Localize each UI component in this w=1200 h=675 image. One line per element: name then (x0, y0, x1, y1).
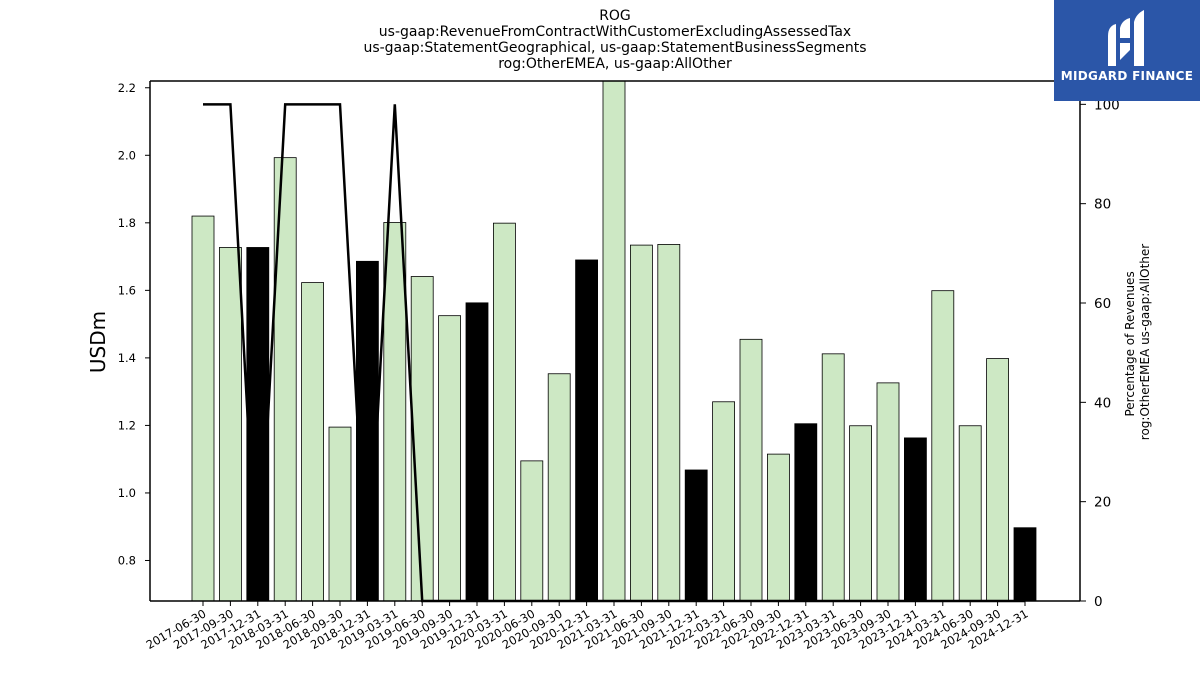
bar-2019-03-31 (383, 222, 407, 601)
chart-title: ROGus-gaap:RevenueFromContractWithCustom… (363, 8, 866, 72)
bar-2021-06-30 (630, 244, 653, 601)
y-tick-label-left: 2.0 (118, 148, 136, 162)
bar-2021-09-30 (657, 244, 681, 601)
bar-2020-03-31 (492, 222, 516, 601)
y-tick-label-left: 1.8 (118, 216, 136, 230)
y-tick-label-left: 1.2 (118, 418, 136, 432)
bar-2017-12-31 (246, 247, 270, 601)
logo-text: MIDGARD FINANCE (1060, 69, 1194, 83)
midgard-finance-logo: MIDGARD FINANCE (1054, 0, 1200, 101)
bar-2022-03-31 (712, 401, 735, 601)
y-tick-label-right: 80 (1094, 197, 1111, 213)
bar-2018-12-31 (355, 260, 379, 601)
y-tick-label-left: 2.2 (118, 81, 136, 95)
bar-2022-09-30 (767, 453, 790, 601)
plot-axes (149, 80, 1081, 602)
bar-2019-09-30 (438, 315, 462, 601)
bar-2023-06-30 (849, 425, 872, 601)
bar-2018-09-30 (328, 426, 352, 601)
bar-2018-03-31 (273, 157, 297, 601)
bar-2024-12-31 (1013, 527, 1037, 601)
right-y-axis: 0 20 40 60 80 100 (1080, 97, 1120, 610)
bar-2024-03-31 (931, 290, 955, 601)
y-tick-label-right: 0 (1094, 594, 1103, 610)
bar-2024-09-30 (986, 358, 1009, 601)
bar-2023-12-31 (904, 437, 927, 601)
y-tick-label-right: 100 (1094, 97, 1120, 113)
y-tick-label-right: 40 (1094, 395, 1111, 411)
bar-2022-12-31 (794, 423, 818, 601)
bar-series (191, 81, 1037, 601)
y-axis-label-right: Percentage of Revenues rog:OtherEMEA us-… (1123, 244, 1152, 440)
bar-2020-06-30 (520, 460, 544, 601)
y-tick-label-left: 1.6 (118, 283, 136, 297)
y-tick-label-right: 60 (1094, 296, 1111, 312)
chart-title-line-3: us-gaap:StatementGeographical, us-gaap:S… (363, 40, 866, 56)
midgard-logo-icon (1108, 10, 1144, 66)
bar-2017-06-30 (191, 215, 215, 601)
bar-2022-06-30 (739, 338, 763, 601)
bar-2017-09-30 (218, 247, 242, 601)
left-y-axis: 0.8 1.0 1.2 1.4 1.6 1.8 2.0 2.2 (118, 81, 150, 567)
bar-2023-09-30 (876, 382, 900, 601)
bar-2023-03-31 (821, 353, 845, 601)
bar-2018-06-30 (301, 282, 325, 601)
y-axis-label-right-line-1: Percentage of Revenues (1123, 271, 1137, 416)
y-axis-label-left: USDm (86, 311, 110, 373)
y-tick-label-left: 1.4 (118, 351, 136, 365)
chart-title-line-2: us-gaap:RevenueFromContractWithCustomerE… (379, 24, 851, 40)
bar-2019-12-31 (465, 302, 489, 601)
bar-2020-12-31 (575, 259, 598, 601)
y-tick-label-left: 0.8 (118, 553, 136, 567)
chart-title-line-4: rog:OtherEMEA, us-gaap:AllOther (498, 56, 732, 72)
bar-2020-09-30 (547, 373, 571, 601)
bar-2024-06-30 (958, 425, 982, 601)
y-axis-label-right-line-2: rog:OtherEMEA us-gaap:AllOther (1138, 244, 1152, 440)
y-tick-label-right: 20 (1094, 495, 1111, 511)
chart-title-line-1: ROG (599, 8, 631, 24)
y-tick-label-left: 1.0 (118, 486, 136, 500)
bar-2021-03-31 (602, 81, 626, 601)
bar-2021-12-31 (684, 469, 708, 601)
x-axis: 2017-06-302017-09-302017-12-312018-03-31… (144, 601, 1031, 652)
